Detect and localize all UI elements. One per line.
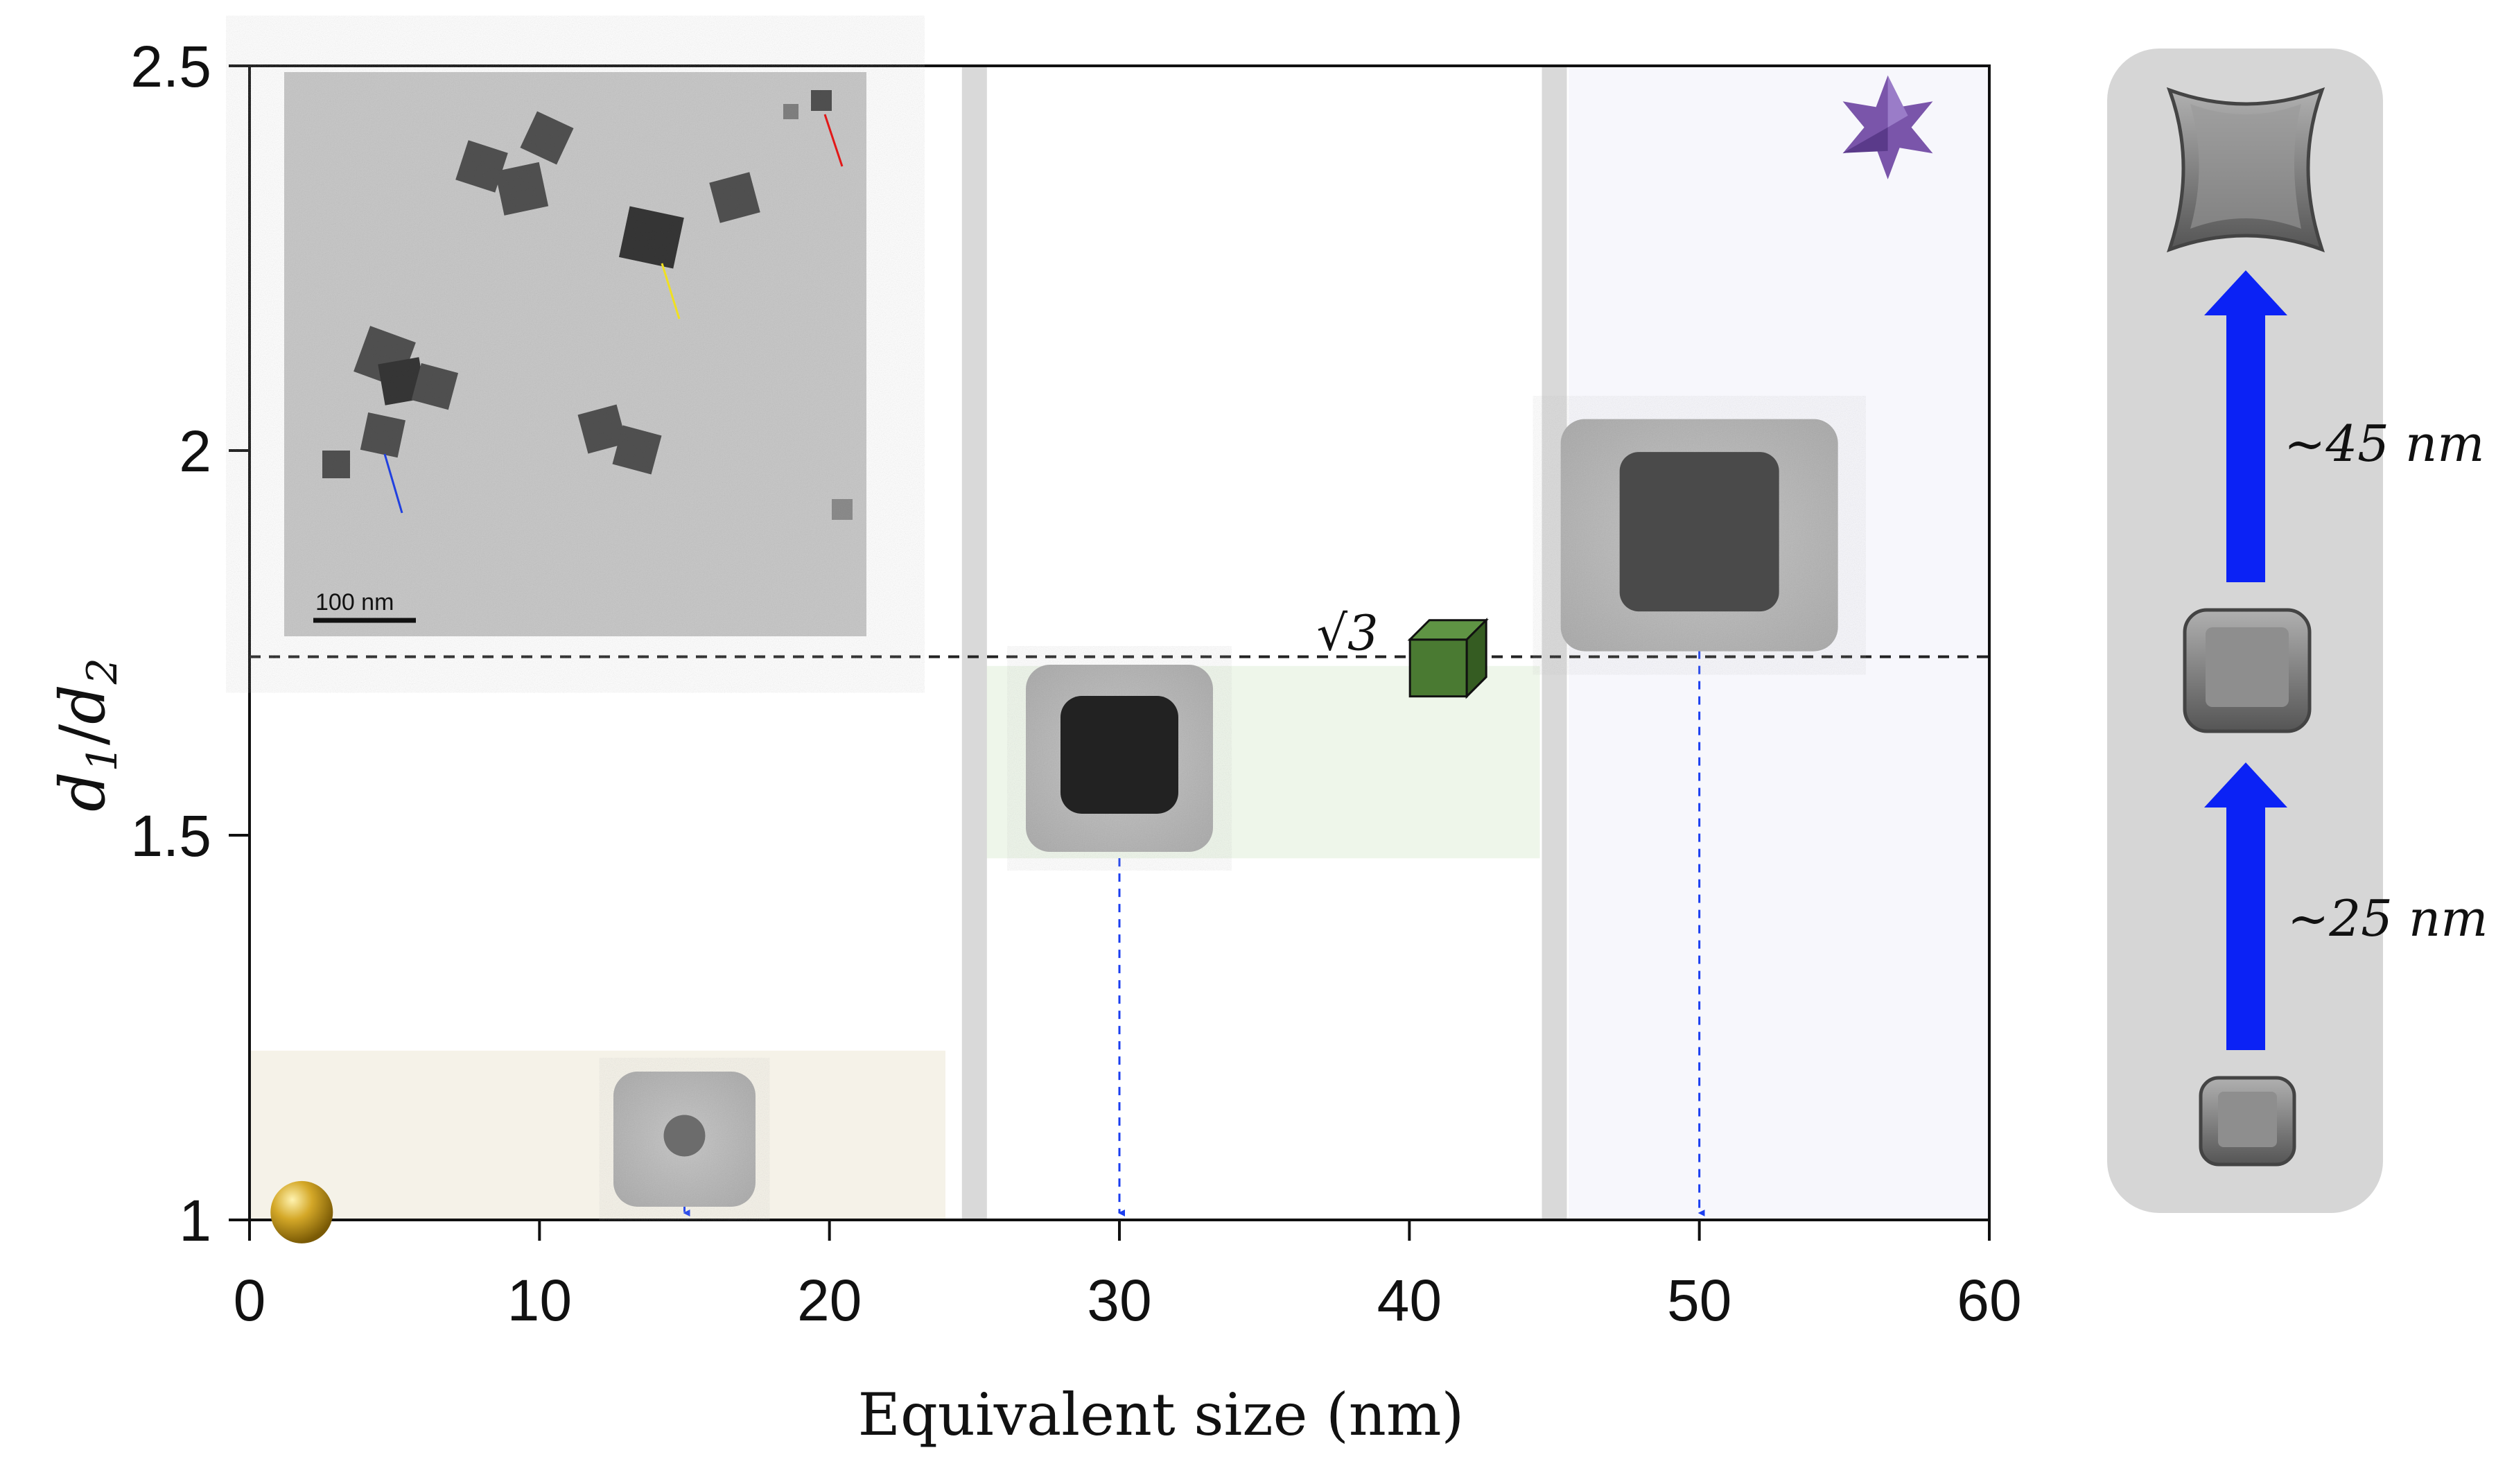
star-shadow (1842, 127, 1888, 153)
lower-arrow-label: ~25 nm (2287, 889, 2488, 948)
tem-overview-inset: 100 nm (284, 72, 866, 636)
tem-particle (1060, 696, 1178, 814)
cube-side (1465, 618, 1487, 699)
tem-images (613, 419, 1838, 1207)
upper-arrow (2204, 270, 2287, 582)
star-marker (1842, 75, 1933, 180)
lower-arrow (2204, 762, 2287, 1050)
x-tick-label-10: 10 (507, 1268, 572, 1333)
tem-image-0 (613, 1071, 756, 1207)
x-tick-label-40: 40 (1377, 1268, 1442, 1333)
y-axis-ticks: 1 1.5 2 2.5 (130, 34, 250, 1253)
region-dividers (961, 66, 1567, 1220)
star-body (1842, 75, 1933, 180)
star-highlight (1887, 75, 1908, 128)
tem-particle (663, 1115, 706, 1157)
scale-bar-label: 100 nm (315, 589, 394, 616)
x-tick-label-50: 50 (1667, 1268, 1731, 1333)
sphere-marker (270, 1180, 333, 1243)
y-tick-label-2: 2 (179, 419, 211, 484)
sqrt3-label: √3 (1316, 604, 1378, 661)
region-divider-0 (961, 66, 987, 1220)
shape-markers (270, 75, 1933, 1243)
cube-marker (1407, 618, 1489, 699)
sqrt3-glyph: √3 (1316, 604, 1378, 661)
y-axis-label: d1/d2 (46, 658, 127, 812)
cube-front (1408, 638, 1468, 698)
small-cube-icon (2199, 1076, 2296, 1167)
rounded-cube-icon (2183, 608, 2312, 733)
shaded-region-0 (250, 1050, 945, 1220)
tem-particle (1619, 452, 1779, 612)
x-tick-label-0: 0 (234, 1268, 266, 1333)
concave-cube-icon (2166, 87, 2325, 253)
y-tick-label-2.5: 2.5 (130, 34, 211, 99)
tem-image-1 (1026, 665, 1213, 852)
svg-text:d1/d2: d1/d2 (46, 658, 127, 812)
x-axis-ticks: 0 10 20 30 40 50 60 (234, 1220, 2022, 1333)
upper-arrow-label: ~45 nm (2284, 414, 2484, 473)
x-tick-label-60: 60 (1957, 1268, 2021, 1333)
x-tick-label-20: 20 (797, 1268, 862, 1333)
x-axis-label: Equivalent size (nm) (858, 1381, 1465, 1449)
shape-evolution-panel: ~45 nm ~25 nm (2107, 49, 2488, 1213)
y-tick-label-1.5: 1.5 (130, 803, 211, 868)
x-tick-label-30: 30 (1087, 1268, 1151, 1333)
tem-image-2 (1560, 419, 1838, 652)
y-tick-label-1: 1 (179, 1188, 211, 1253)
region-divider-1 (1542, 66, 1567, 1220)
